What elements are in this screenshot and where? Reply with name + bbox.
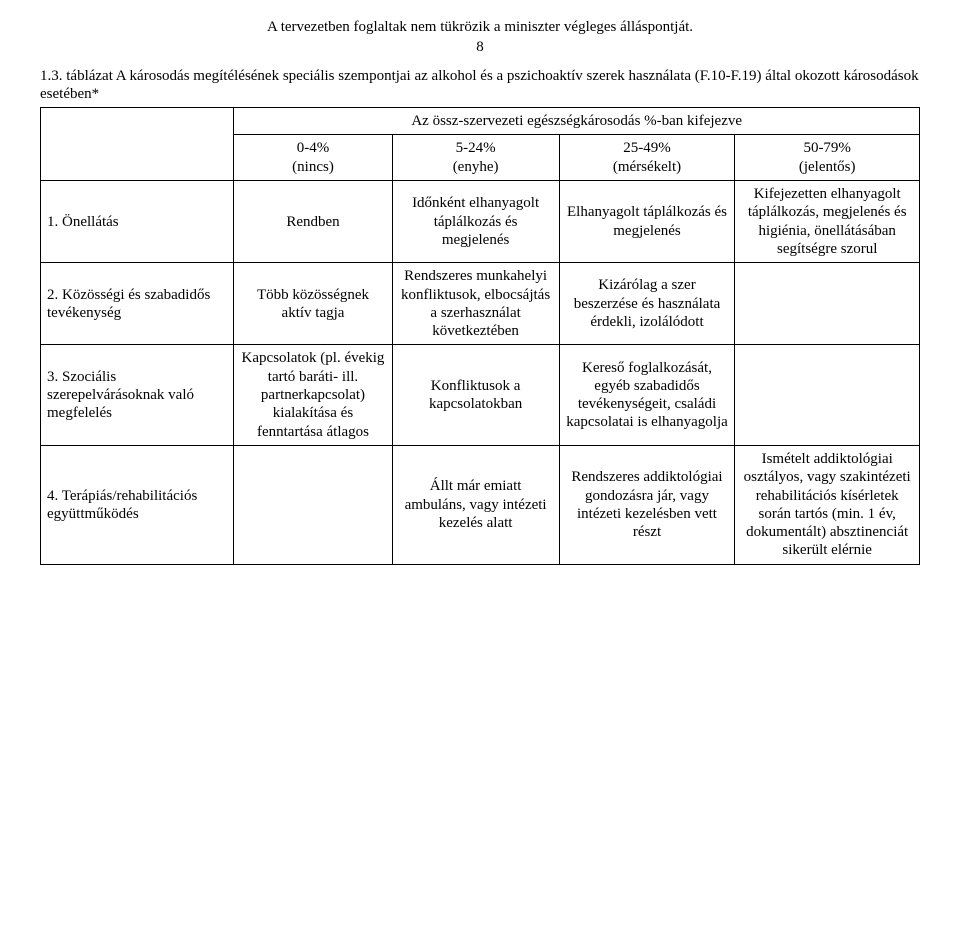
col-header-2: 5-24% (enyhe) (392, 135, 559, 181)
table-row: 3. Szociális szerepelvárásoknak való meg… (41, 345, 920, 445)
cell: Rendszeres munkahelyi konfliktusok, elbo… (392, 263, 559, 345)
table-row: 4. Terápiás/rehabilitációs együttműködés… (41, 445, 920, 564)
cell: Időnként elhanyagolt táplálkozás és megj… (392, 181, 559, 263)
col-header-3: 25-49% (mérsékelt) (559, 135, 735, 181)
cell: Több közösségnek aktív tagja (234, 263, 392, 345)
header-empty (41, 108, 234, 181)
cell (735, 263, 920, 345)
cell: Kifejezetten elhanyagolt táplálkozás, me… (735, 181, 920, 263)
cell: Rendszeres addiktológiai gondozásra jár,… (559, 445, 735, 564)
header-disclaimer: A tervezetben foglaltak nem tükrözik a m… (40, 18, 920, 36)
cell (735, 345, 920, 445)
table-super-header-row: Az össz-szervezeti egészségkárosodás %-b… (41, 108, 920, 135)
table-row: 1. Önellátás Rendben Időnként elhanyagol… (41, 181, 920, 263)
row-label: 3. Szociális szerepelvárásoknak való meg… (41, 345, 234, 445)
table-caption: 1.3. táblázat A károsodás megítélésének … (40, 67, 920, 104)
table-row: 2. Közösségi és szabadidős tevékenység T… (41, 263, 920, 345)
col-header-4: 50-79% (jelentős) (735, 135, 920, 181)
page-number: 8 (40, 38, 920, 56)
cell: Rendben (234, 181, 392, 263)
row-label: 2. Közösségi és szabadidős tevékenység (41, 263, 234, 345)
damage-assessment-table: Az össz-szervezeti egészségkárosodás %-b… (40, 107, 920, 565)
header-super: Az össz-szervezeti egészségkárosodás %-b… (234, 108, 920, 135)
cell: Kereső foglalkozását, egyéb szabadidős t… (559, 345, 735, 445)
row-label: 1. Önellátás (41, 181, 234, 263)
cell (234, 445, 392, 564)
cell: Állt már emiatt ambuláns, vagy intézeti … (392, 445, 559, 564)
cell: Konfliktusok a kapcsolatokban (392, 345, 559, 445)
cell: Elhanyagolt táplálkozás és megjelenés (559, 181, 735, 263)
row-label: 4. Terápiás/rehabilitációs együttműködés (41, 445, 234, 564)
cell: Ismételt addiktológiai osztályos, vagy s… (735, 445, 920, 564)
cell: Kizárólag a szer beszerzése és használat… (559, 263, 735, 345)
col-header-1: 0-4% (nincs) (234, 135, 392, 181)
cell: Kapcsolatok (pl. évekig tartó baráti- il… (234, 345, 392, 445)
